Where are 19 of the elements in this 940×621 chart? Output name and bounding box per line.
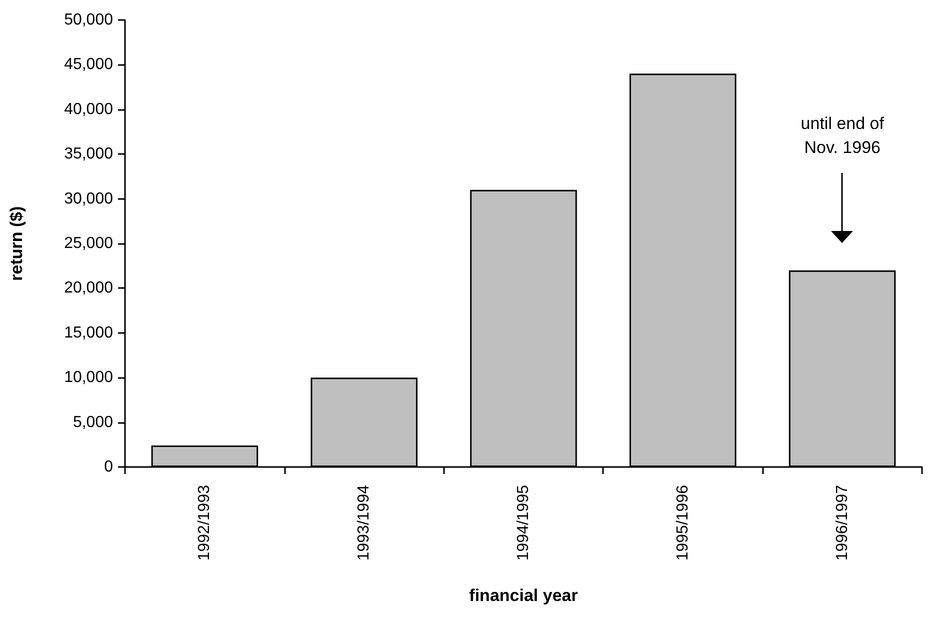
y-tick-label: 0 [104,458,114,476]
y-tick-label: 25,000 [64,235,114,252]
y-tick-label: 50,000 [64,12,114,28]
y-tick-label: 20,000 [64,280,114,297]
y-tick-label: 5,000 [72,414,114,431]
y-tick-label: 45,000 [64,56,114,74]
x-axis-title: financial year [469,586,578,605]
x-tick-label: 1995/1996 [674,484,692,561]
x-tick-label: 1994/1995 [515,484,532,561]
annotation: until end of Nov. 1996 [800,113,884,160]
y-tick-label: 35,000 [64,146,114,163]
x-tick-label: 1996/1997 [834,484,851,561]
y-tick-label: 40,000 [64,100,114,118]
y-tick-label: 15,000 [64,324,114,342]
y-tick-label: 30,000 [64,190,114,208]
x-tick-label: 1992/1993 [196,484,214,561]
x-tick-label: 1993/1994 [356,484,373,561]
y-tick-label: 10,000 [64,369,114,386]
y-axis-title: return ($) [7,206,26,281]
